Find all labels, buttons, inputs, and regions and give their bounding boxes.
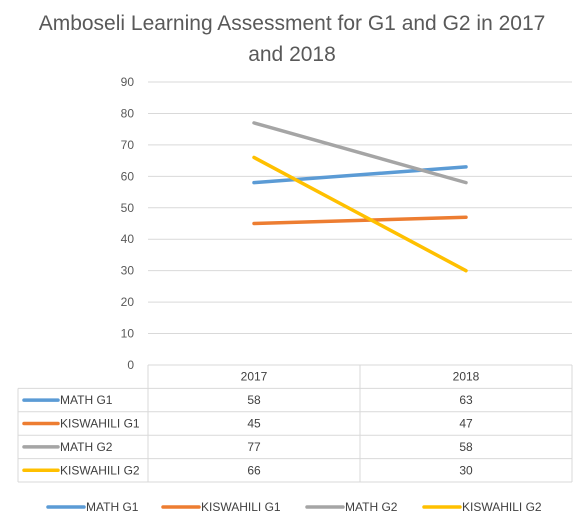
y-tick-label: 50 <box>121 201 135 215</box>
table-cell-value: 66 <box>247 463 261 477</box>
y-tick-label: 80 <box>121 106 135 120</box>
series-line <box>252 215 468 226</box>
table-cell-value: 45 <box>247 417 261 431</box>
table-cell-value: 63 <box>459 393 473 407</box>
y-tick-label: 20 <box>121 295 135 309</box>
table-series-label: KISWAHILI G2 <box>60 463 140 477</box>
table-series-label: MATH G1 <box>60 393 113 407</box>
y-tick-label: 40 <box>121 232 135 246</box>
series-line <box>252 155 468 273</box>
table-cell-value: 77 <box>247 440 261 454</box>
series-line <box>252 121 468 185</box>
x-category-label: 2017 <box>241 370 268 384</box>
table-series-label: KISWAHILI G1 <box>60 417 140 431</box>
y-tick-label: 90 <box>121 75 135 89</box>
table-cell-value: 47 <box>459 417 473 431</box>
y-tick-label: 30 <box>121 264 135 278</box>
x-category-label: 2018 <box>453 370 480 384</box>
table-cell-value: 58 <box>247 393 261 407</box>
y-tick-label: 60 <box>121 169 135 183</box>
legend-label: KISWAHILI G1 <box>201 500 281 514</box>
chart-title-text: Amboseli Learning Assessment for G1 and … <box>38 12 546 66</box>
y-tick-label: 70 <box>121 138 135 152</box>
table-cell-value: 58 <box>459 440 473 454</box>
legend-label: KISWAHILI G2 <box>462 500 542 514</box>
y-tick-label: 0 <box>127 358 134 372</box>
chart-title: Amboseli Learning Assessment for G1 and … <box>20 8 564 70</box>
series-line <box>252 165 468 185</box>
table-cell-value: 30 <box>459 463 473 477</box>
table-series-label: MATH G2 <box>60 440 113 454</box>
legend-label: MATH G1 <box>86 500 139 514</box>
legend-label: MATH G2 <box>345 500 398 514</box>
y-tick-label: 10 <box>121 327 135 341</box>
